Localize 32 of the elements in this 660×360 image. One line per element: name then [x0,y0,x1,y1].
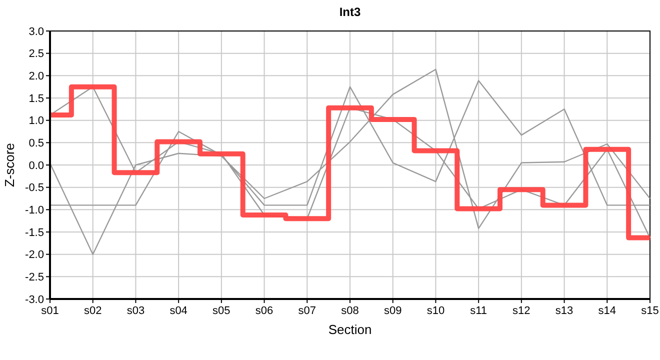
y-tick-label: -3.0 [25,294,44,306]
y-tick-label: 2.0 [28,70,44,83]
x-tick-label: s02 [84,305,102,317]
x-tick-label: s05 [212,305,230,317]
x-tick-label: s06 [255,305,274,317]
y-tick-label: -1.5 [25,226,44,239]
chart-title: Int3 [339,5,361,19]
y-tick-label: 1.5 [28,92,44,105]
y-tick-label: 2.5 [28,48,44,60]
x-tick-label: s12 [512,305,530,317]
y-tick-label: 1.0 [28,115,44,128]
x-tick-label: s04 [170,305,188,317]
x-tick-label: s07 [298,305,316,317]
y-tick-label: -1.0 [25,204,44,217]
y-tick-label: 0.0 [28,160,44,172]
x-axis-title: Section [328,322,372,337]
y-tick-label: -2.5 [25,272,44,284]
y-tick-label: -0.5 [25,182,44,194]
y-axis-title: Z-score [2,142,17,188]
x-tick-label: s13 [555,305,574,317]
x-tick-label: s01 [41,305,59,317]
x-tick-label: s08 [341,305,359,317]
y-tick-label: 0.5 [28,138,44,150]
x-tick-label: s11 [470,305,488,317]
y-tick-label: 3.0 [28,26,44,38]
x-tick-label: s10 [426,305,445,317]
line-series [49,68,651,255]
x-tick-label: s14 [598,305,616,317]
x-tick-label: s15 [641,305,659,317]
y-tick-label: -2.0 [25,249,44,262]
x-tick-label: s03 [126,305,145,317]
x-tick-label: s09 [384,305,402,317]
